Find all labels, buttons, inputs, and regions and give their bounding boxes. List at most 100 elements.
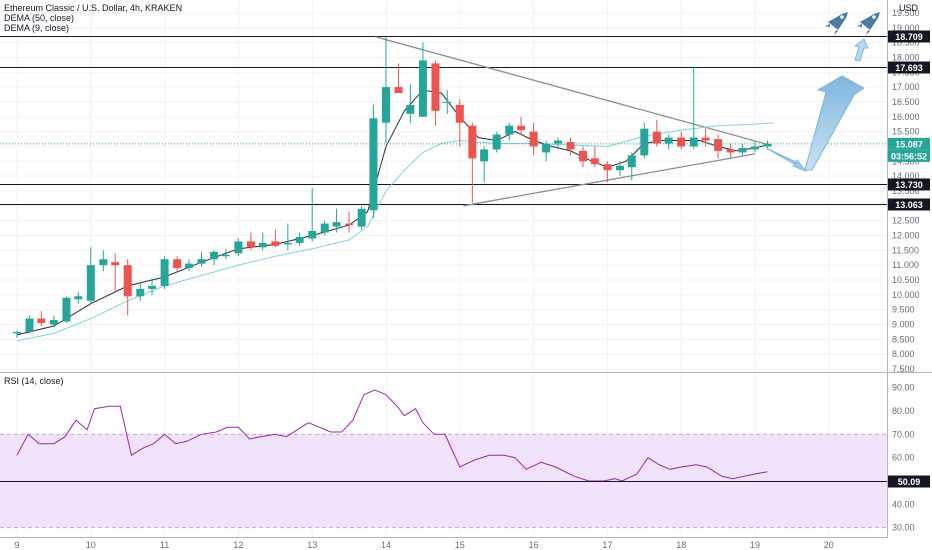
symbol-title[interactable]: Ethereum Classic / U.S. Dollar, 4h, KRAK… <box>4 3 182 13</box>
price-tick-label: 16.000 <box>892 112 920 122</box>
level-tag <box>888 178 930 191</box>
time-axis[interactable]: 9 10 11 12 13 14 15 16 17 18 19 20 <box>14 540 833 550</box>
rsi-tick-label: 30.00 <box>892 523 915 533</box>
rsi-legend[interactable]: RSI (14, close) <box>4 376 64 386</box>
price-tag-text: 15.087 <box>895 139 923 149</box>
candle-body <box>160 259 169 286</box>
candle-body <box>37 318 46 324</box>
time-tick-label: 13 <box>307 540 317 550</box>
price-tick-label: 15.500 <box>892 127 920 137</box>
candle-body <box>480 149 489 162</box>
candle <box>197 251 206 267</box>
candle <box>751 140 759 153</box>
price-tick-label: 8.000 <box>892 349 915 359</box>
candle <box>689 66 698 150</box>
candle-body <box>99 259 108 266</box>
candle <box>590 146 599 168</box>
time-tick-label: 19 <box>750 540 760 550</box>
candle-body <box>86 265 95 301</box>
rsi-tick-label: 70.00 <box>892 429 915 439</box>
candle-body <box>418 60 427 117</box>
axis-tags: 18.709 17.693 13.730 13.063 15.087 03:56:52 50… <box>0 30 930 488</box>
price-tick-label: 10.000 <box>892 290 920 300</box>
rsi-tick-label: 60.00 <box>892 453 915 463</box>
candle <box>615 161 624 177</box>
candle-body <box>627 155 636 168</box>
dema50-legend[interactable]: DEMA (50, close) <box>4 13 74 23</box>
candle-body <box>394 87 403 94</box>
price-tick-label: 8.500 <box>892 334 915 344</box>
time-tick-label: 18 <box>676 540 686 550</box>
candle <box>492 131 501 153</box>
candle <box>517 116 526 135</box>
candle-body <box>308 231 317 239</box>
price-tick-label: 10.500 <box>892 275 920 285</box>
candle-body <box>271 241 280 246</box>
rsi-level-tag <box>888 475 930 488</box>
candle <box>382 36 390 144</box>
candle <box>431 60 440 126</box>
price-tick-label: 9.500 <box>892 305 915 315</box>
candle-body <box>529 131 538 147</box>
candle <box>210 250 219 266</box>
horizontal-levels <box>0 36 887 205</box>
candle <box>160 256 169 289</box>
currency-label[interactable]: USD <box>899 3 919 13</box>
candles <box>13 36 772 338</box>
rsi-tick-label: 80.00 <box>892 406 915 416</box>
candle <box>62 296 71 324</box>
candle <box>320 220 329 236</box>
candle-body <box>603 164 612 171</box>
candle <box>357 205 366 230</box>
price-tick-label: 19.500 <box>892 8 920 18</box>
candle-body <box>701 137 710 141</box>
candle <box>579 146 588 168</box>
candle-body <box>13 331 21 334</box>
candle-body <box>579 150 588 162</box>
candle <box>468 122 477 203</box>
candle <box>25 315 34 334</box>
candle-body <box>197 259 206 264</box>
candle-body <box>751 146 759 150</box>
candle <box>677 131 686 150</box>
candle-body <box>492 134 501 150</box>
level-tag <box>888 198 930 211</box>
candle <box>332 208 341 233</box>
price-tag <box>888 137 930 150</box>
candle <box>714 134 723 159</box>
price-tick-label: 19.000 <box>892 23 920 33</box>
candle <box>738 143 747 156</box>
time-tick-label: 11 <box>160 540 169 550</box>
candle <box>553 137 562 150</box>
candle <box>86 247 95 304</box>
candle-body <box>677 137 686 147</box>
candle-body <box>468 125 477 159</box>
candle <box>406 84 415 123</box>
time-tick-label: 14 <box>381 540 391 550</box>
dema9-legend[interactable]: DEMA (9, close) <box>4 23 69 33</box>
time-tick-label: 9 <box>14 540 19 550</box>
candle <box>111 253 120 292</box>
candle <box>529 122 538 156</box>
candle-body <box>234 241 243 254</box>
rsi-tick-label: 40.00 <box>892 499 915 509</box>
candle-body <box>111 262 120 266</box>
candle-body <box>369 118 378 211</box>
candle <box>123 259 132 316</box>
small-up-arrow-icon <box>853 38 869 62</box>
candle-body <box>74 296 83 300</box>
candle-body <box>553 140 562 144</box>
down-arrow-icon <box>765 147 808 173</box>
level-tag-text: 18.709 <box>895 32 923 42</box>
candle-body <box>640 128 649 156</box>
candle <box>246 232 255 251</box>
candle <box>664 134 673 150</box>
time-tick-label: 20 <box>824 540 834 550</box>
candle <box>234 238 243 257</box>
time-tick-label: 12 <box>233 540 243 550</box>
candle <box>726 143 735 159</box>
candle-body <box>406 104 415 114</box>
price-tick-label: 14.000 <box>892 171 920 181</box>
candle-body <box>455 104 464 123</box>
